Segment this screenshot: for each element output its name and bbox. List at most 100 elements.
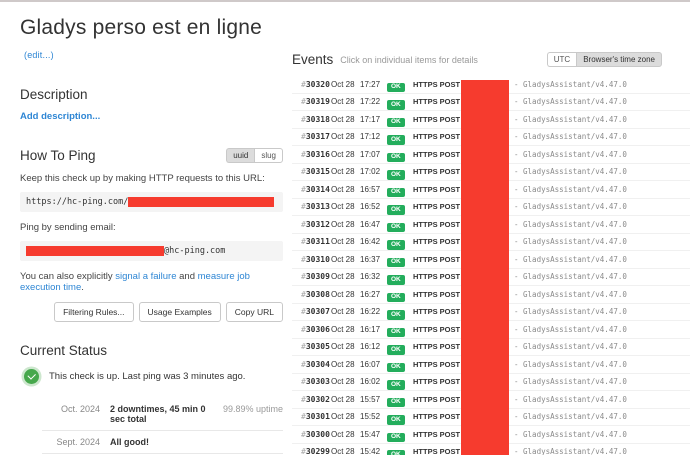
ok-status-badge: OK [387,82,405,93]
event-id: #30315 [301,167,330,177]
signal-failure-link[interactable]: signal a failure [115,271,177,282]
event-time: 16:07 [360,359,381,369]
event-date: Oct 28 [331,447,355,455]
edit-name-link[interactable]: (edit...) [24,50,54,60]
usage-examples-button[interactable]: Usage Examples [138,302,221,322]
alternate-ping-text-and: and [176,271,198,282]
event-id: #30312 [301,219,330,229]
event-user-agent: - GladysAssistant/v4.47.0 [514,237,627,247]
add-description-link[interactable]: Add description... [20,111,101,122]
ping-email-suffix: @hc-ping.com [164,246,226,256]
event-time: 16:12 [360,342,381,352]
browser-timezone-toggle-button[interactable]: Browser's time zone [576,52,662,67]
check-name: Gladys perso est en ligne [20,16,262,39]
ok-status-badge: OK [387,275,405,285]
event-id: #30311 [301,237,330,247]
check-details-column: Gladys perso est en ligne (edit...) Desc… [20,16,283,455]
ping-email-code[interactable]: @hc-ping.com [20,241,283,261]
event-time: 16:57 [360,184,381,194]
event-id: #30306 [301,324,330,334]
ok-status-badge: OK [387,170,405,180]
event-date: Oct 28 [331,79,355,89]
event-date: Oct 28 [331,359,355,369]
event-method: HTTPS POST from [413,289,479,299]
event-id: #30318 [301,114,330,124]
event-id: #30302 [301,394,330,404]
event-user-agent: - GladysAssistant/v4.47.0 [514,377,627,387]
redacted-uuid [128,197,275,207]
event-date: Oct 28 [331,149,355,159]
event-user-agent: - GladysAssistant/v4.47.0 [514,307,627,317]
event-user-agent: - GladysAssistant/v4.47.0 [514,149,627,159]
ok-status-badge: OK [387,397,405,408]
event-date: Oct 28 [331,429,355,439]
event-method: HTTPS POST from [413,167,479,177]
event-time: 17:07 [360,149,381,159]
event-method: HTTPS POST from [413,97,479,107]
slug-toggle-button[interactable]: slug [254,148,283,163]
filtering-rules-button[interactable]: Filtering Rules... [54,302,134,322]
event-id: #30307 [301,307,330,317]
event-date: Oct 28 [331,272,355,282]
event-method: HTTPS POST from [413,202,479,212]
event-date: Oct 28 [331,324,355,334]
event-time: 16:32 [360,272,381,282]
ok-status-badge: OK [387,327,405,338]
ok-status-badge: OK [387,292,405,303]
ok-status-badge: OK [387,240,405,250]
event-time: 15:47 [360,429,381,439]
event-time: 15:52 [360,412,381,422]
event-user-agent: - GladysAssistant/v4.47.0 [514,97,627,107]
event-id: #30304 [301,359,330,369]
event-time: 17:27 [360,79,381,89]
event-user-agent: - GladysAssistant/v4.47.0 [514,202,627,212]
alternate-ping-line: You can also explicitly signal a failure… [20,271,283,293]
event-method: HTTPS POST from [413,342,479,352]
event-user-agent: - GladysAssistant/v4.47.0 [514,79,627,89]
event-id: #30299 [301,447,330,455]
event-method: HTTPS POST from [413,377,479,387]
ok-status-badge: OK [387,152,405,163]
ok-status-badge: OK [387,187,405,198]
event-time: 17:17 [360,114,381,124]
ok-status-badge: OK [387,345,405,355]
event-user-agent: - GladysAssistant/v4.47.0 [514,219,627,229]
email-instruction: Ping by sending email: [20,222,116,233]
event-date: Oct 28 [331,202,355,212]
status-up-icon [24,369,39,384]
ok-status-badge: OK [387,117,405,128]
event-method: HTTPS POST from [413,184,479,194]
ok-status-badge: OK [387,450,405,455]
uptime-month: Oct. 2024 [60,404,100,414]
ping-url-code[interactable]: https://hc-ping.com/ [20,192,283,212]
uuid-toggle-button[interactable]: uuid [226,148,255,163]
event-method: HTTPS POST from [413,307,479,317]
how-to-ping-heading: How To Ping [20,148,96,163]
event-date: Oct 28 [331,114,355,124]
uptime-percentage: 99.89% uptime [222,404,283,414]
event-id: #30316 [301,149,330,159]
alternate-ping-text-period: . [81,282,84,293]
event-date: Oct 28 [331,237,355,247]
event-user-agent: - GladysAssistant/v4.47.0 [514,254,627,264]
utc-toggle-button[interactable]: UTC [546,52,577,67]
event-user-agent: - GladysAssistant/v4.47.0 [514,342,627,352]
event-time: 16:47 [360,219,381,229]
event-user-agent: - GladysAssistant/v4.47.0 [514,289,627,299]
events-heading: Events [292,52,334,67]
event-method: HTTPS POST from [413,447,479,455]
ok-status-badge: OK [387,222,405,233]
measure-job-link[interactable]: measure job execution time [20,271,250,293]
event-time: 16:22 [360,307,381,317]
event-row[interactable]: #30299 Oct 28 15:42 OK HTTPS POST from -… [292,444,690,455]
uptime-table: Oct. 2024 2 downtimes, 45 min 0 sec tota… [42,397,283,455]
ok-status-badge: OK [387,310,405,320]
event-method: HTTPS POST from [413,219,479,229]
status-text: This check is up. Last ping was 3 minute… [49,371,246,382]
event-time: 16:17 [360,324,381,334]
event-user-agent: - GladysAssistant/v4.47.0 [514,324,627,334]
event-method: HTTPS POST from [413,237,479,247]
copy-url-button[interactable]: Copy URL [225,302,283,322]
event-method: HTTPS POST from [413,429,479,439]
